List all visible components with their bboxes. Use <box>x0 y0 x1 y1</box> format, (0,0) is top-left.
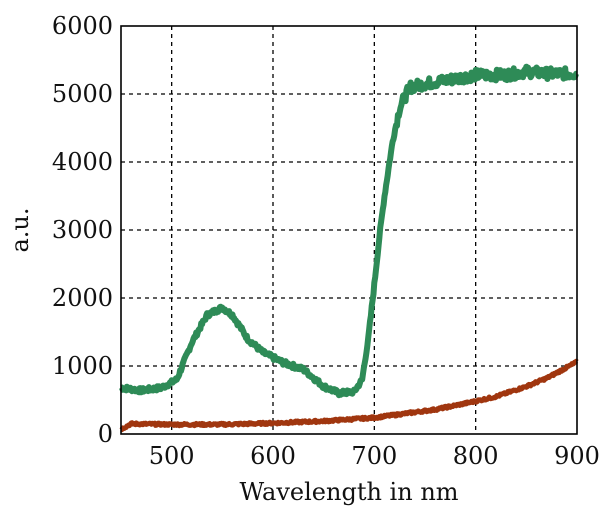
x-tick-labels: 500 600 700 800 900 <box>149 442 600 470</box>
y-tick-label: 5000 <box>52 80 113 108</box>
y-tick-label: 3000 <box>52 216 113 244</box>
y-tick-label: 1000 <box>52 352 113 380</box>
y-tick-label: 6000 <box>52 12 113 40</box>
y-tick-labels: 0 1000 2000 3000 4000 5000 6000 <box>52 12 113 448</box>
series-line-2 <box>119 358 579 433</box>
x-tick-label: 500 <box>149 442 195 470</box>
y-tick-label: 2000 <box>52 284 113 312</box>
x-tick-label: 900 <box>554 442 600 470</box>
x-axis-label: Wavelength in nm <box>239 478 458 506</box>
y-tick-label: 4000 <box>52 148 113 176</box>
series-line-1 <box>118 63 580 399</box>
y-tick-label: 0 <box>98 420 113 448</box>
x-tick-label: 600 <box>250 442 296 470</box>
x-tick-label: 700 <box>351 442 397 470</box>
series-layer <box>118 63 580 433</box>
y-axis-label: a.u. <box>6 207 34 252</box>
grid <box>121 26 577 434</box>
plot-frame <box>120 25 578 435</box>
x-tick-label: 800 <box>453 442 499 470</box>
